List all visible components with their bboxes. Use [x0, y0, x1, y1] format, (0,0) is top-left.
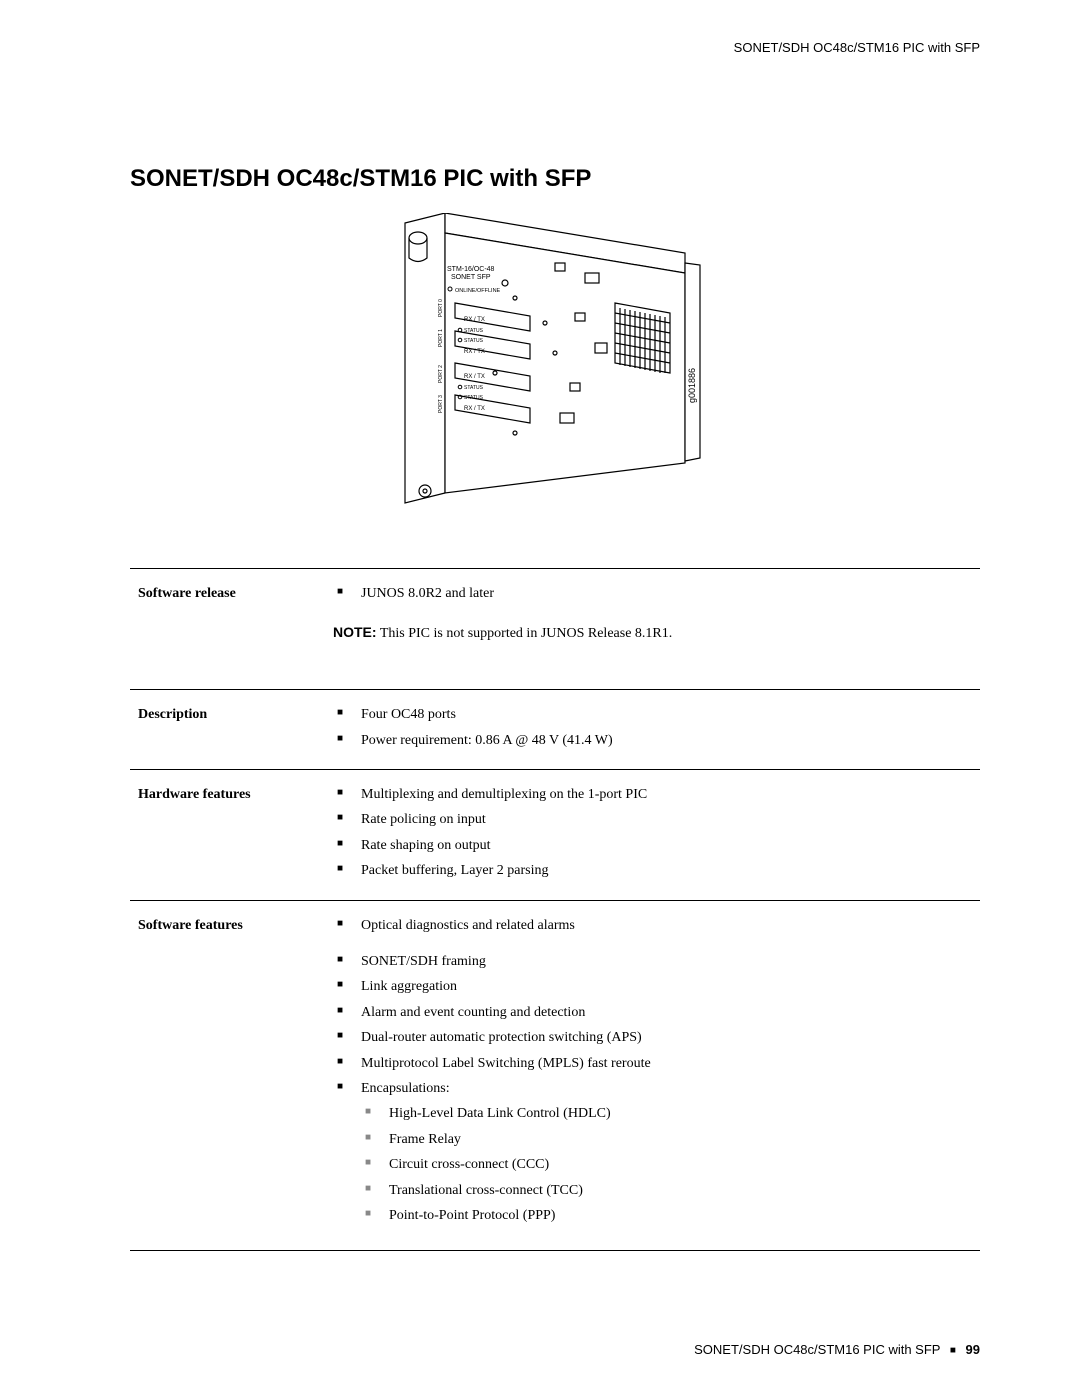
sw-item: Link aggregation — [333, 976, 972, 998]
hw-item: Packet buffering, Layer 2 parsing — [333, 860, 972, 882]
label-software: Software features — [130, 900, 325, 1244]
encap-item: Circuit cross-connect (CCC) — [361, 1154, 972, 1176]
hw-item: Rate policing on input — [333, 809, 972, 831]
encap-item: Frame Relay — [361, 1129, 972, 1151]
svg-text:PORT 0: PORT 0 — [438, 299, 444, 317]
led-online: ONLINE/OFFLINE — [455, 288, 501, 294]
encap-item: Point-to-Point Protocol (PPP) — [361, 1205, 972, 1227]
label-software-release: Software release — [130, 569, 325, 660]
page-header-right: SONET/SDH OC48c/STM16 PIC with SFP — [130, 40, 980, 55]
value-description: Four OC48 ports Power requirement: 0.86 … — [325, 690, 980, 770]
spec-table: Software release JUNOS 8.0R2 and later N… — [130, 568, 980, 1244]
sw-item: Optical diagnostics and related alarms — [333, 915, 972, 937]
svg-text:STATUS: STATUS — [464, 328, 484, 334]
rxtx-3: RX / TX — [464, 406, 485, 412]
sw-item: Dual-router automatic protection switchi… — [333, 1027, 972, 1049]
value-hardware: Multiplexing and demultiplexing on the 1… — [325, 770, 980, 901]
svg-text:PORT 1: PORT 1 — [438, 329, 444, 347]
sw-item: Alarm and event counting and detection — [333, 1002, 972, 1024]
page-title: SONET/SDH OC48c/STM16 PIC with SFP — [130, 165, 980, 193]
desc-item: Power requirement: 0.86 A @ 48 V (41.4 W… — [333, 730, 972, 752]
footer-page-number: 99 — [966, 1342, 980, 1357]
label-description: Description — [130, 690, 325, 770]
encap-item: High-Level Data Link Control (HDLC) — [361, 1103, 972, 1125]
card-label-top: STM-16/OC-48 — [447, 266, 495, 273]
section-bottom-rule — [130, 1250, 980, 1251]
rxtx-0: RX / TX — [464, 317, 485, 323]
encap-item: Translational cross-connect (TCC) — [361, 1180, 972, 1202]
page-footer: SONET/SDH OC48c/STM16 PIC with SFP ■ 99 — [694, 1342, 980, 1357]
svg-text:STATUS: STATUS — [464, 385, 484, 391]
desc-item: Four OC48 ports — [333, 704, 972, 726]
svg-text:STATUS: STATUS — [464, 338, 484, 344]
footer-text: SONET/SDH OC48c/STM16 PIC with SFP — [694, 1342, 940, 1357]
hw-item: Rate shaping on output — [333, 835, 972, 857]
pic-figure: STM-16/OC-48 SONET SFP ONLINE/OFFLINE RX… — [130, 213, 980, 538]
rxtx-2: RX / TX — [464, 374, 485, 380]
sw-item-encaps: Encapsulations: High-Level Data Link Con… — [333, 1078, 972, 1227]
sw-item: Multiprotocol Label Switching (MPLS) fas… — [333, 1053, 972, 1075]
hw-item: Multiplexing and demultiplexing on the 1… — [333, 784, 972, 806]
svg-text:STATUS: STATUS — [464, 395, 484, 401]
rxtx-1: RX / TX — [464, 349, 485, 355]
software-release-note: NOTE: This PIC is not supported in JUNOS… — [333, 621, 972, 645]
footer-square-icon: ■ — [950, 1345, 956, 1356]
label-hardware: Hardware features — [130, 770, 325, 901]
svg-text:PORT 2: PORT 2 — [438, 365, 444, 383]
sw-item: SONET/SDH framing — [333, 951, 972, 973]
sw-release-item: JUNOS 8.0R2 and later — [333, 583, 972, 605]
card-label-sub: SONET SFP — [451, 274, 491, 281]
svg-text:PORT 3: PORT 3 — [438, 395, 444, 413]
figure-id: g001886 — [687, 368, 697, 403]
value-software-release: JUNOS 8.0R2 and later NOTE: This PIC is … — [325, 569, 980, 660]
value-software: Optical diagnostics and related alarms S… — [325, 900, 980, 1244]
